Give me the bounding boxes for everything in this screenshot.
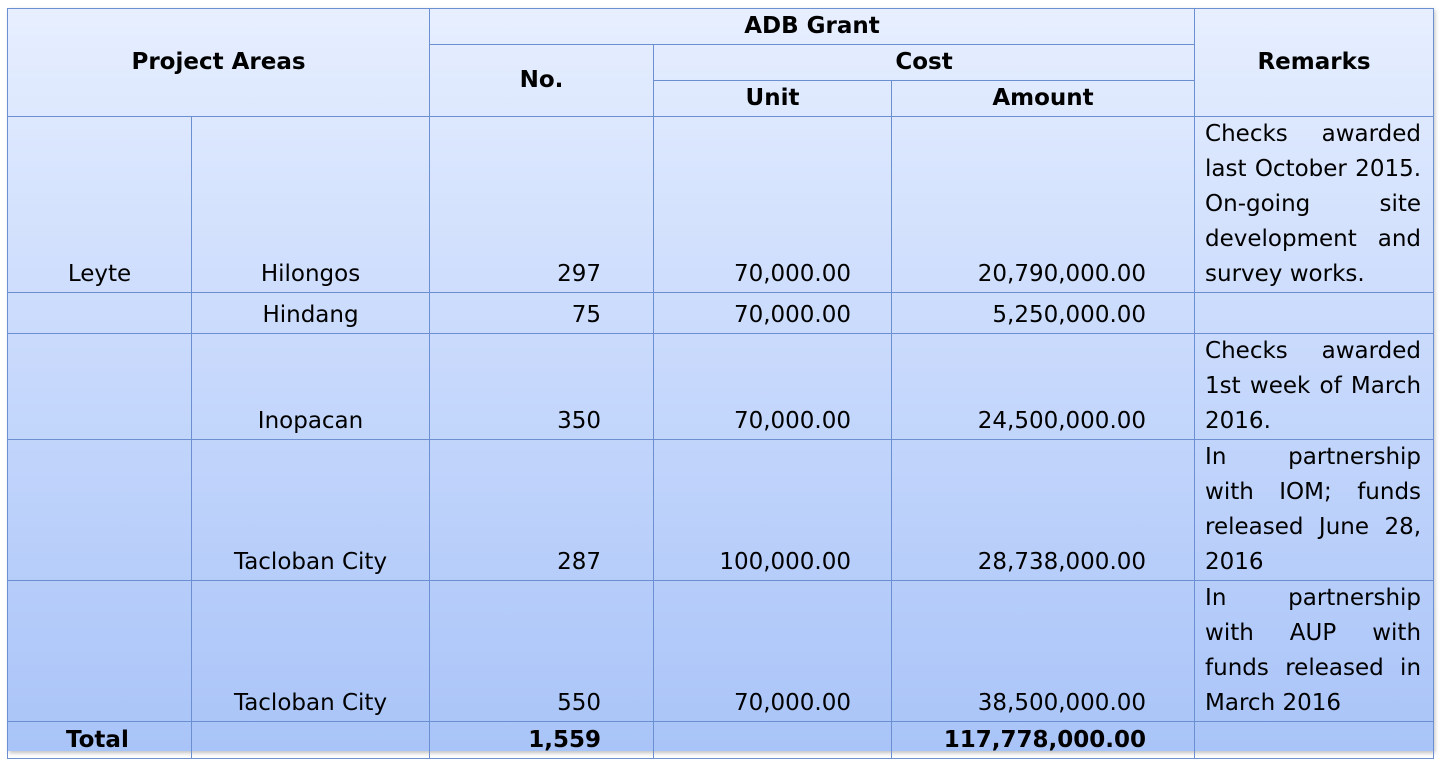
header-project-areas: Project Areas — [6, 8, 431, 117]
amount-cell: 20,790,000.00 — [891, 116, 1196, 293]
total-label: Total — [7, 721, 192, 759]
header-row-2: No. Cost — [8, 44, 1434, 117]
table-row: Tacloban City 550 70,000.00 38,500,000.0… — [7, 580, 1435, 722]
total-unit-cell — [653, 721, 893, 759]
unit-cell: 70,000.00 — [653, 333, 893, 440]
unit-cell: 100,000.00 — [653, 439, 893, 581]
total-area-cell — [190, 721, 431, 759]
province-cell — [7, 439, 192, 581]
total-remarks-cell — [1194, 721, 1435, 759]
area-cell: Hindang — [190, 292, 431, 334]
remarks-cell: In partnership with AUP with funds relea… — [1194, 580, 1435, 722]
no-cell: 550 — [429, 580, 655, 722]
total-amount-cell: 117,778,000.00 — [891, 721, 1196, 759]
no-cell: 287 — [429, 439, 655, 581]
header-row-1: Project Areas ADB Grant Remarks — [6, 8, 1435, 117]
header-remarks: Remarks — [1194, 8, 1435, 117]
province-cell — [7, 292, 192, 334]
unit-cell: 70,000.00 — [653, 580, 893, 722]
area-cell: Tacloban City — [190, 580, 431, 722]
table-row: Tacloban City 287 100,000.00 28,738,000.… — [7, 439, 1435, 581]
total-row: Total 1,559 117,778,000.00 — [7, 721, 1435, 759]
header-cost: Cost — [653, 44, 1196, 81]
unit-cell: 70,000.00 — [653, 116, 893, 293]
no-cell: 75 — [429, 292, 655, 334]
remarks-cell: Checks awarded last October 2015. On-goi… — [1194, 116, 1435, 293]
remarks-cell — [1194, 292, 1435, 334]
no-cell: 297 — [429, 116, 655, 293]
area-cell: Tacloban City — [190, 439, 431, 581]
header-no: No. — [429, 44, 655, 117]
remarks-cell: In partnership with IOM; funds released … — [1194, 439, 1435, 581]
no-cell: 350 — [429, 333, 655, 440]
amount-cell: 28,738,000.00 — [891, 439, 1196, 581]
header-adb-grant: ADB Grant — [429, 8, 1196, 45]
province-cell — [7, 333, 192, 440]
table-row: Leyte Hilongos 297 70,000.00 20,790,000.… — [7, 116, 1435, 293]
province-cell — [7, 580, 192, 722]
header-unit: Unit — [653, 80, 893, 117]
total-no-cell: 1,559 — [429, 721, 655, 759]
header-amount: Amount — [891, 80, 1196, 117]
remarks-cell: Checks awarded 1st week of March 2016. — [1194, 333, 1435, 440]
adb-grant-table: Project Areas ADB Grant Remarks No. Cost… — [6, 8, 1435, 759]
province-cell: Leyte — [7, 116, 192, 293]
amount-cell: 24,500,000.00 — [891, 333, 1196, 440]
amount-cell: 5,250,000.00 — [891, 292, 1196, 334]
grant-table-container: Project Areas ADB Grant Remarks No. Cost… — [6, 8, 1435, 759]
area-cell: Inopacan — [190, 333, 431, 440]
amount-cell: 38,500,000.00 — [891, 580, 1196, 722]
area-cell: Hilongos — [190, 116, 431, 293]
unit-cell: 70,000.00 — [653, 292, 893, 334]
table-row: Inopacan 350 70,000.00 24,500,000.00 Che… — [7, 333, 1435, 440]
table-row: Hindang 75 70,000.00 5,250,000.00 — [7, 292, 1435, 334]
